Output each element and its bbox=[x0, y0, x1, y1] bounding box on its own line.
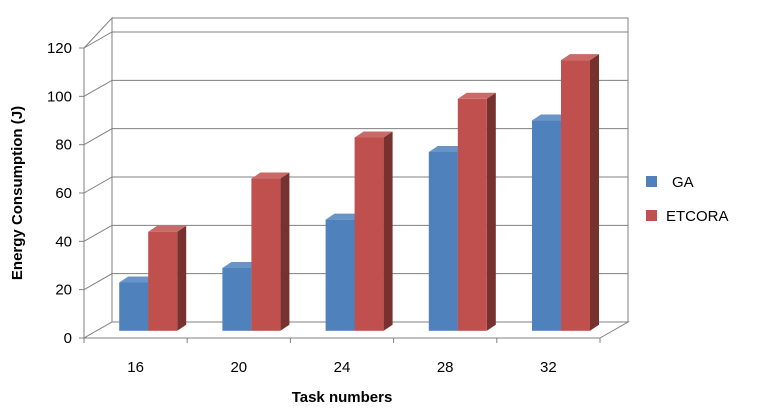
bar-top-face bbox=[119, 276, 158, 283]
bar-front-face bbox=[251, 178, 281, 331]
bar-front-face bbox=[457, 98, 487, 331]
y-tick-label: 20 bbox=[55, 282, 72, 299]
y-tick-label: 60 bbox=[55, 185, 72, 202]
bar-top-face bbox=[457, 92, 496, 99]
x-tick-label: 20 bbox=[230, 359, 247, 376]
bars bbox=[119, 54, 599, 331]
x-axis-ticks: 16 20 24 28 32 bbox=[83, 338, 601, 376]
legend: GA ETCORA bbox=[646, 174, 729, 225]
bar-top-face bbox=[354, 131, 393, 138]
x-axis-title: Task numbers bbox=[292, 389, 393, 406]
bar-top-face bbox=[251, 172, 290, 179]
y-tick-label: 40 bbox=[55, 233, 72, 250]
x-tick-label: 32 bbox=[540, 359, 557, 376]
bar-etcora-16 bbox=[148, 225, 187, 331]
y-tick-label: 80 bbox=[55, 137, 72, 154]
gridline bbox=[83, 128, 628, 146]
bar-front-face bbox=[119, 282, 149, 331]
bar-side-face bbox=[177, 225, 187, 331]
bar-top-face bbox=[222, 261, 261, 268]
bar-etcora-24 bbox=[354, 131, 393, 331]
y-tick-label: 100 bbox=[47, 88, 72, 105]
bar-top-face bbox=[428, 145, 467, 152]
bar-top-face bbox=[532, 114, 570, 121]
bar-front-face bbox=[325, 219, 355, 331]
bar-top-face bbox=[148, 225, 187, 232]
y-tick-label: 0 bbox=[64, 330, 72, 347]
bar-front-face bbox=[428, 151, 458, 331]
bar-front-face bbox=[532, 120, 561, 331]
bar-top-face bbox=[561, 54, 599, 61]
x-tick-label: 24 bbox=[334, 359, 351, 376]
bar-front-face bbox=[561, 60, 590, 331]
bar-top-face bbox=[325, 213, 364, 220]
x-tick-label: 28 bbox=[437, 359, 454, 376]
gridline bbox=[83, 79, 628, 97]
bar-side-face bbox=[280, 172, 290, 331]
bar-side-face bbox=[486, 92, 496, 331]
bar-side-face bbox=[590, 54, 599, 331]
legend-label-ga: GA bbox=[672, 174, 694, 191]
side-wall bbox=[83, 16, 113, 339]
bar-front-face bbox=[354, 137, 384, 331]
y-axis-title: Energy Consumption (J) bbox=[9, 106, 26, 280]
y-axis-ticks: 0 20 40 60 80 100 120 bbox=[47, 40, 84, 347]
legend-label-etcora: ETCORA bbox=[666, 208, 729, 225]
y-tick-label: 120 bbox=[47, 40, 72, 57]
bar-front-face bbox=[222, 267, 252, 331]
bar-etcora-28 bbox=[457, 92, 496, 331]
bar-etcora-32 bbox=[561, 54, 599, 331]
gridline bbox=[83, 31, 628, 49]
x-tick-label: 16 bbox=[127, 359, 144, 376]
bar-side-face bbox=[383, 131, 393, 331]
bar-front-face bbox=[148, 231, 178, 331]
legend-swatch-ga bbox=[646, 176, 657, 187]
bar-etcora-20 bbox=[251, 172, 290, 331]
legend-swatch-etcora bbox=[646, 210, 657, 221]
